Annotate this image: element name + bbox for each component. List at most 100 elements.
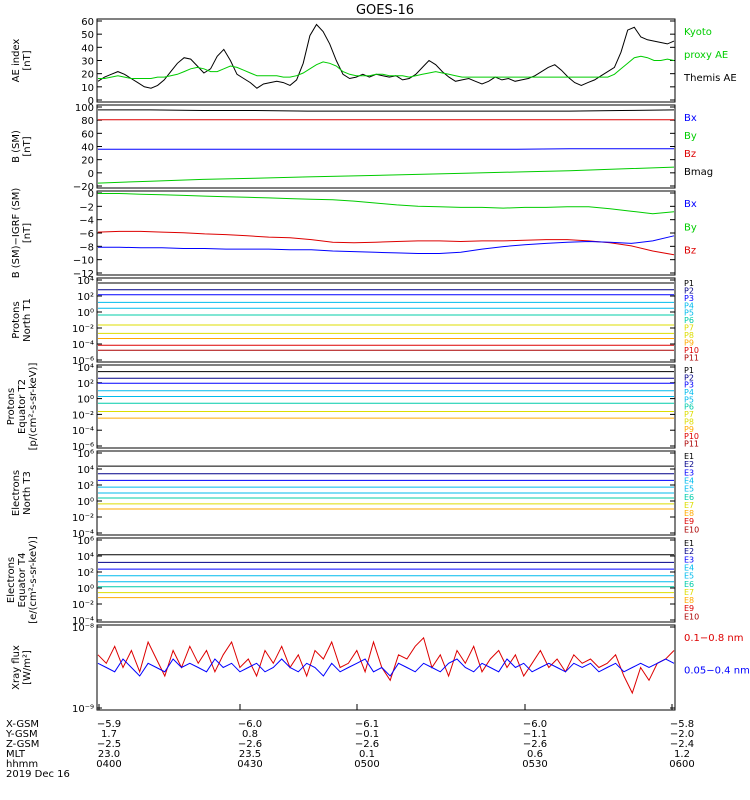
legend-label: P1 — [684, 366, 694, 375]
y-tick-label: 10⁰ — [77, 308, 94, 319]
legend-label: Kyoto — [684, 27, 712, 38]
y-axis-label: [nT] — [22, 136, 33, 156]
axis-row-label: Y-GSM — [5, 729, 38, 740]
y-tick-label: 20 — [81, 70, 94, 81]
y-axis-label: Protons — [6, 388, 17, 425]
y-axis-label: Equator T2 — [17, 379, 28, 434]
axis-row-value: 0.6 — [527, 749, 543, 760]
axis-row-label: hhmm — [6, 759, 38, 770]
legend-label: P8 — [684, 417, 694, 426]
axis-row-value: −1.1 — [523, 729, 547, 740]
series-bx — [98, 235, 675, 254]
legend-label: E9 — [684, 604, 694, 613]
axis-row-value: 0530 — [522, 759, 547, 770]
legend-label: P2 — [684, 286, 694, 295]
panel-frame — [96, 537, 676, 623]
legend-label: P5 — [684, 395, 694, 404]
figure-title: GOES-16 — [356, 3, 414, 18]
y-tick-label: 10⁻⁶ — [72, 356, 94, 367]
legend-label: E2 — [684, 460, 694, 469]
axis-row-value: −2.6 — [523, 739, 547, 750]
y-tick-label: −8 — [79, 242, 94, 253]
axis-row-value: −6.0 — [523, 719, 547, 730]
y-tick-label: 10 — [81, 83, 94, 94]
y-tick-label: 10⁻⁸ — [72, 623, 94, 634]
legend-label: E3 — [684, 555, 694, 564]
y-tick-label: 10⁻⁹ — [72, 704, 94, 715]
y-tick-label: −4 — [79, 216, 94, 227]
y-axis-label: Xray flux — [11, 645, 22, 690]
legend-label: P7 — [684, 324, 694, 333]
legend-label: E6 — [684, 580, 694, 589]
y-axis-label: [p/(cm²-s-sr-keV)] — [28, 363, 39, 451]
legend-label: By — [684, 222, 697, 233]
legend-label: E8 — [684, 509, 694, 518]
legend-label: proxy AE — [684, 50, 728, 61]
y-tick-label: 10⁻² — [72, 324, 94, 335]
legend-label: Bz — [684, 246, 696, 257]
axis-row-value: 0.8 — [242, 729, 258, 740]
legend-label: E5 — [684, 572, 694, 581]
panel-p_t2: 10⁴ 10² 10⁰ 10⁻² 10⁻⁴ 10⁻⁶ Protons Equator T2 [p… — [6, 363, 699, 453]
y-axis-label: AE index — [11, 39, 22, 83]
axis-row-value: 0.1 — [359, 749, 375, 760]
panel-p_t1: 10⁴ 10² 10⁰ 10⁻² 10⁻⁴ 10⁻⁶ Protons North T1 P1P2… — [11, 276, 699, 367]
legend-label: P3 — [684, 381, 694, 390]
panel-bsm: 100 80 60 40 20 0 −20 B (SM) [nT] Bx By Bz Bmag — [11, 103, 713, 193]
series-0-05-0-4-nm — [97, 658, 675, 677]
legend-label: By — [684, 131, 697, 142]
y-axis-label: [W/m²] — [22, 650, 33, 685]
series-bz — [97, 230, 675, 256]
y-tick-label: 10⁶ — [77, 536, 94, 547]
legend-label: E9 — [684, 517, 694, 526]
legend-label: E8 — [684, 596, 694, 605]
legend-label: E1 — [684, 452, 694, 461]
legend-label: P2 — [684, 373, 694, 382]
y-tick-label: 20 — [81, 156, 94, 167]
legend-label: E7 — [684, 588, 694, 597]
axis-row-value: 23.5 — [239, 749, 261, 760]
legend-label: Bx — [684, 113, 697, 124]
y-axis-label: B (SM) — [11, 130, 22, 163]
legend-label: Bx — [684, 199, 697, 210]
y-tick-label: 10⁻⁴ — [72, 340, 94, 351]
legend-label: E7 — [684, 501, 694, 510]
series-bmag — [98, 109, 675, 112]
legend-label: P7 — [684, 410, 694, 419]
legend-label: P9 — [684, 338, 694, 347]
y-tick-label: 10² — [77, 292, 94, 303]
y-tick-label: 80 — [81, 116, 94, 127]
y-tick-label: 10⁻⁶ — [72, 442, 94, 453]
legend-label: 0.1−0.8 nm — [684, 633, 743, 644]
y-tick-label: 10⁰ — [77, 584, 94, 595]
y-tick-label: 60 — [81, 129, 94, 140]
legend-label: E5 — [684, 485, 694, 494]
legend-label: E1 — [684, 539, 694, 548]
y-tick-label: 10⁻⁴ — [72, 426, 94, 437]
y-tick-label: 0 — [88, 169, 94, 180]
series-by — [97, 166, 675, 184]
y-tick-label: 10⁰ — [77, 395, 94, 406]
legend-label: E2 — [684, 547, 694, 556]
series-by — [98, 193, 675, 215]
y-tick-label: 100 — [75, 103, 94, 114]
legend-label: P4 — [684, 301, 694, 310]
y-tick-label: 10⁻⁴ — [72, 529, 94, 540]
y-axis-label: North T1 — [22, 298, 33, 342]
y-axis-label: North T3 — [22, 471, 33, 515]
panel-frame — [96, 364, 676, 449]
panel-bigrf: 0 −2 −4 −6 −8 −10 −12 B (SM)−IGRF (SM) [nT] Bx By B… — [11, 188, 697, 280]
panel-xray: 10⁻⁸ 10⁻⁹ Xray flux [W/m²] 0.1−0.8 nm 0.05−0.… — [11, 623, 750, 715]
legend-label: E4 — [684, 476, 694, 485]
y-tick-label: 10⁰ — [77, 497, 94, 508]
axis-row-value: −2.4 — [670, 739, 694, 750]
y-tick-label: 10² — [77, 568, 94, 579]
legend-label: Bz — [684, 149, 696, 160]
y-axis-label: B (SM)−IGRF (SM) — [11, 188, 22, 279]
legend-label: P1 — [684, 279, 694, 288]
y-axis-label: [nT] — [22, 50, 33, 70]
legend-label: P6 — [684, 403, 694, 412]
y-tick-label: 0 — [88, 189, 94, 200]
y-tick-label: −12 — [73, 269, 94, 280]
